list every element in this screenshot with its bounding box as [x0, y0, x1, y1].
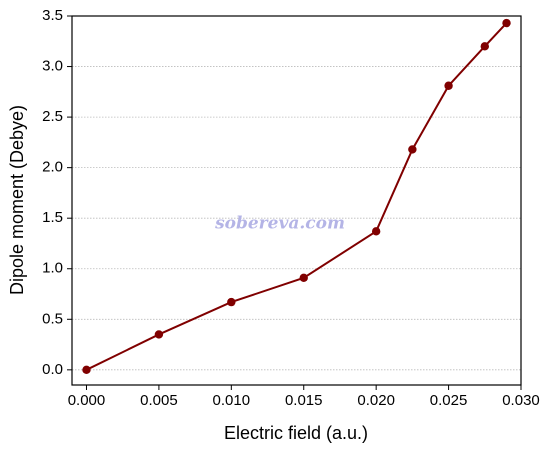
x-tick-label: 0.010: [213, 392, 251, 409]
data-point: [371, 227, 381, 236]
data-point: [227, 297, 236, 307]
y-axis-title: Dipole moment (Debye): [7, 105, 27, 295]
data-point: [444, 81, 453, 90]
x-tick-label: 0.030: [502, 392, 540, 409]
x-tick-label: 0.020: [357, 392, 395, 409]
y-tick-label: 3.0: [42, 58, 63, 75]
x-tick-label: 0.005: [140, 392, 178, 409]
y-tick-label: 1.0: [42, 260, 63, 277]
y-tick-label: 2.5: [42, 108, 63, 125]
plot-frame: [71, 15, 522, 386]
y-tick-label: 3.5: [42, 7, 63, 24]
watermark: sobereva.com: [214, 214, 345, 234]
x-tick-label: 0.025: [430, 392, 468, 409]
y-tick-label: 1.5: [42, 209, 63, 226]
x-tick-label: 0.015: [285, 392, 323, 409]
x-tick-label: 0.000: [68, 392, 106, 409]
y-tick-label: 0.5: [42, 310, 63, 327]
data-point: [502, 18, 511, 28]
data-point: [82, 365, 91, 375]
y-tick-label: 0.0: [42, 361, 63, 378]
data-point: [299, 273, 308, 283]
y-tick-label: 2.0: [42, 159, 63, 176]
data-point: [154, 330, 164, 339]
series-line: [86, 22, 508, 371]
data-point: [480, 42, 489, 51]
data-point: [408, 145, 417, 154]
x-axis-title: Electric field (a.u.): [224, 423, 368, 443]
